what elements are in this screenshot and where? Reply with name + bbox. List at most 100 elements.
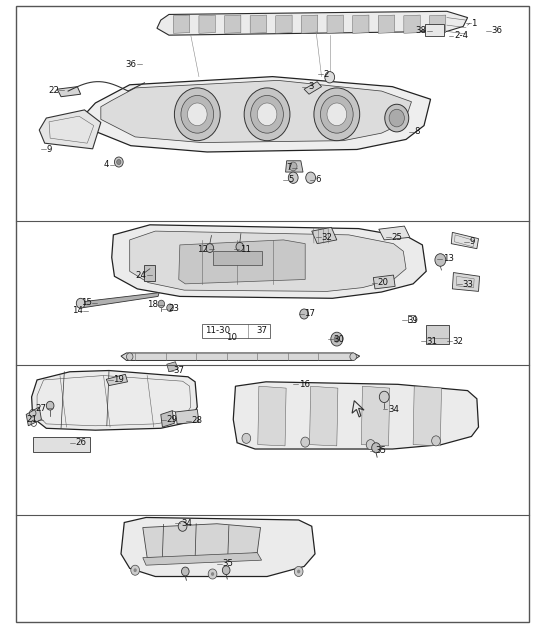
Bar — [33, 437, 90, 452]
Text: 29: 29 — [166, 415, 177, 424]
Polygon shape — [276, 15, 292, 33]
Text: 1: 1 — [471, 19, 477, 28]
Text: 13: 13 — [443, 254, 453, 263]
Polygon shape — [106, 374, 128, 386]
Text: 21: 21 — [26, 415, 37, 424]
Text: 20: 20 — [377, 278, 388, 287]
Text: 11-30: 11-30 — [205, 327, 231, 335]
Polygon shape — [361, 386, 390, 446]
Text: 22: 22 — [48, 86, 59, 95]
Text: 17: 17 — [304, 310, 315, 318]
Polygon shape — [26, 407, 41, 426]
Circle shape — [244, 88, 290, 141]
Text: 10: 10 — [226, 333, 237, 342]
Polygon shape — [101, 80, 411, 143]
Polygon shape — [86, 77, 431, 152]
Polygon shape — [310, 386, 338, 446]
Circle shape — [178, 521, 187, 531]
Circle shape — [435, 254, 446, 266]
Polygon shape — [250, 15, 267, 33]
Bar — [425, 24, 444, 36]
Circle shape — [236, 242, 244, 251]
Text: 15: 15 — [81, 298, 92, 307]
Circle shape — [76, 298, 85, 308]
Text: 4: 4 — [104, 160, 109, 169]
Text: 11: 11 — [240, 245, 251, 254]
Polygon shape — [130, 231, 406, 291]
Text: 35: 35 — [222, 560, 233, 568]
Circle shape — [432, 436, 440, 446]
Bar — [408, 315, 415, 322]
Circle shape — [294, 566, 303, 577]
Polygon shape — [286, 161, 303, 172]
Circle shape — [251, 95, 283, 133]
Polygon shape — [413, 386, 441, 446]
Circle shape — [117, 160, 121, 165]
Polygon shape — [301, 15, 318, 33]
Text: 36: 36 — [492, 26, 502, 35]
Circle shape — [325, 72, 335, 83]
Text: 26: 26 — [75, 438, 86, 447]
Polygon shape — [143, 553, 262, 565]
Polygon shape — [378, 15, 395, 33]
Polygon shape — [404, 15, 420, 33]
Polygon shape — [81, 293, 159, 308]
Text: 8: 8 — [414, 127, 420, 136]
Text: 34: 34 — [181, 519, 192, 528]
Polygon shape — [157, 11, 468, 35]
Polygon shape — [121, 517, 315, 577]
Text: 18: 18 — [147, 300, 158, 309]
Polygon shape — [312, 227, 337, 244]
Circle shape — [208, 569, 217, 579]
Circle shape — [131, 565, 140, 575]
Circle shape — [334, 336, 340, 342]
Circle shape — [289, 162, 297, 171]
Text: 30: 30 — [334, 335, 344, 344]
Polygon shape — [353, 15, 369, 33]
Circle shape — [297, 570, 300, 573]
Circle shape — [301, 437, 310, 447]
Circle shape — [288, 172, 298, 183]
Text: 12: 12 — [197, 245, 208, 254]
Circle shape — [126, 353, 133, 360]
Text: 32: 32 — [452, 337, 463, 345]
Text: 9: 9 — [46, 145, 52, 154]
Text: 5: 5 — [289, 175, 294, 184]
Polygon shape — [225, 15, 241, 33]
Text: 37: 37 — [173, 366, 184, 375]
Text: 16: 16 — [299, 380, 310, 389]
Polygon shape — [304, 82, 322, 94]
Bar — [213, 251, 262, 265]
Polygon shape — [379, 226, 410, 240]
Text: 31: 31 — [426, 337, 437, 345]
Text: 19: 19 — [113, 376, 124, 384]
Polygon shape — [161, 411, 174, 427]
Circle shape — [222, 566, 230, 575]
Polygon shape — [451, 232, 479, 249]
Text: 14: 14 — [72, 306, 83, 315]
Circle shape — [134, 568, 137, 572]
Polygon shape — [327, 15, 343, 33]
Bar — [144, 265, 155, 281]
Polygon shape — [175, 409, 199, 424]
Polygon shape — [32, 371, 197, 430]
Text: 23: 23 — [168, 305, 179, 313]
Circle shape — [350, 353, 356, 360]
Circle shape — [327, 103, 347, 126]
Circle shape — [187, 103, 207, 126]
Text: 6: 6 — [315, 175, 320, 184]
Circle shape — [331, 332, 343, 346]
Polygon shape — [112, 225, 426, 298]
Text: 37: 37 — [256, 327, 267, 335]
Circle shape — [385, 104, 409, 132]
Text: 7: 7 — [286, 163, 292, 172]
Text: 32: 32 — [322, 233, 332, 242]
Text: 39: 39 — [408, 316, 419, 325]
Circle shape — [242, 433, 251, 443]
Bar — [426, 325, 449, 344]
Polygon shape — [179, 240, 305, 284]
Text: 9: 9 — [470, 237, 475, 246]
Circle shape — [379, 391, 389, 403]
Polygon shape — [452, 273, 480, 291]
Circle shape — [257, 103, 277, 126]
